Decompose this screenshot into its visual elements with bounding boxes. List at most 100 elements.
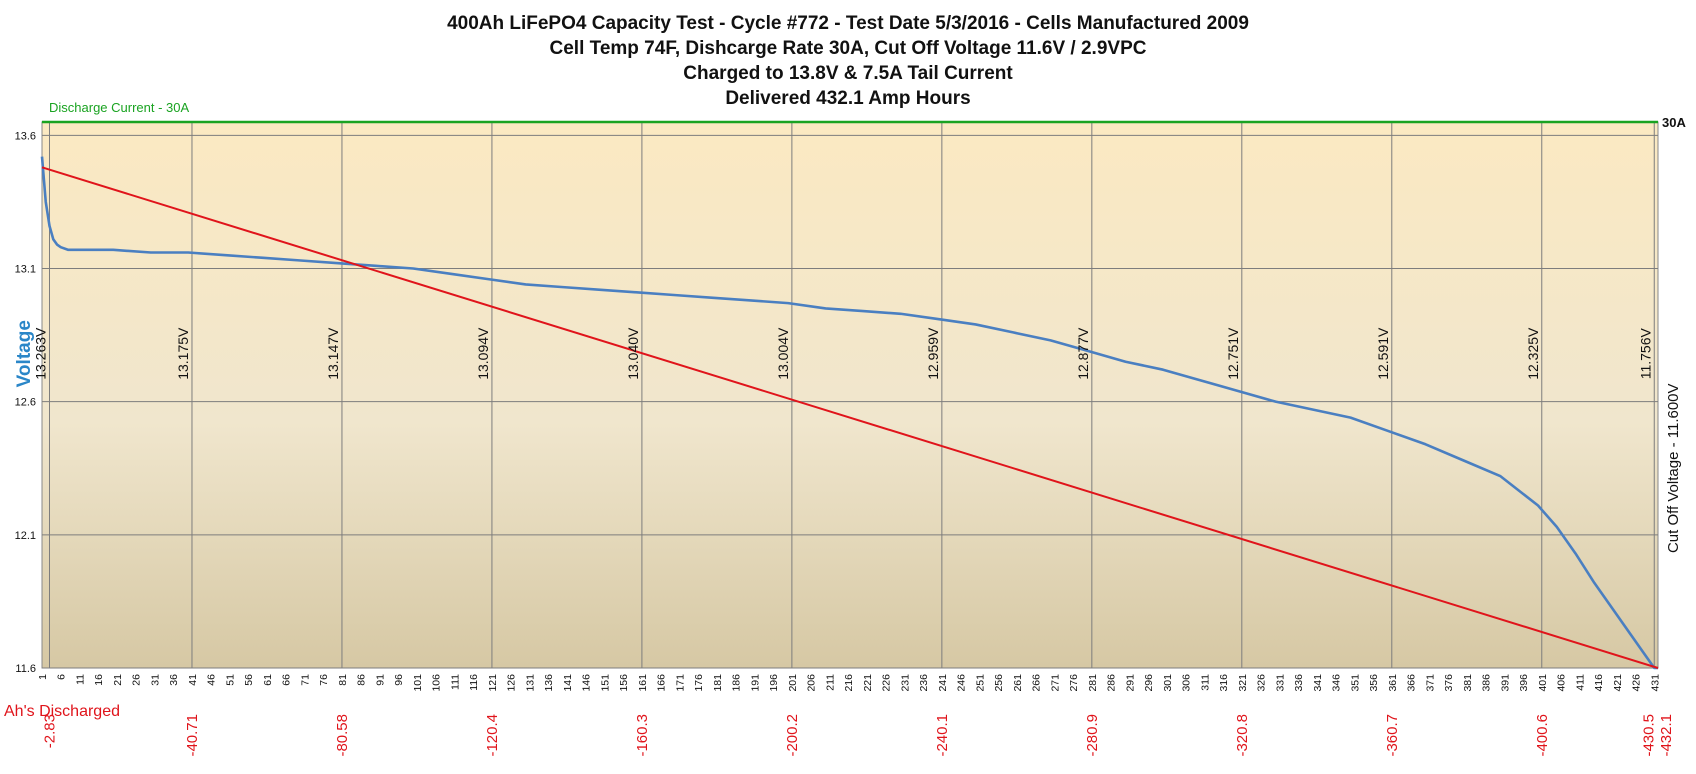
x-tick-label: 261 xyxy=(1012,674,1024,692)
chart-title-line: Delivered 432.1 Amp Hours xyxy=(725,88,970,109)
x-tick-label: 421 xyxy=(1612,674,1624,692)
y-tick-label: 13.1 xyxy=(15,263,36,275)
ah-discharged-label: -80.58 xyxy=(334,714,351,757)
voltage-annotation: 12.877V xyxy=(1075,327,1091,380)
x-tick-label: 416 xyxy=(1593,674,1605,692)
x-tick-label: 21 xyxy=(112,674,124,686)
y-axis-label: Voltage xyxy=(14,320,35,387)
voltage-annotation: 11.756V xyxy=(1637,327,1653,379)
x-tick-label: 291 xyxy=(1124,674,1136,692)
x-tick-label: 346 xyxy=(1331,674,1343,692)
x-tick-label: 381 xyxy=(1462,674,1474,692)
x-tick-label: 286 xyxy=(1106,674,1118,692)
x-tick-label: 31 xyxy=(149,674,161,686)
x-tick-label: 176 xyxy=(693,674,705,692)
x-tick-label: 6 xyxy=(56,674,68,680)
voltage-annotation: 13.263V xyxy=(32,327,48,380)
x-tick-label: 76 xyxy=(318,674,330,686)
ah-discharged-label: -40.71 xyxy=(184,714,201,757)
x-tick-label: 126 xyxy=(506,674,518,692)
ah-discharged-label: -320.8 xyxy=(1234,714,1251,757)
x-tick-label: 56 xyxy=(243,674,255,686)
series-lines xyxy=(40,120,1659,670)
x-tick-label: 426 xyxy=(1631,674,1643,692)
plot-area xyxy=(41,121,1659,669)
x-tick-label: 366 xyxy=(1406,674,1418,692)
chart-title-line: Charged to 13.8V & 7.5A Tail Current xyxy=(683,63,1013,84)
x-tick-label: 276 xyxy=(1068,674,1080,692)
x-tick-label: 141 xyxy=(562,674,574,692)
series-line xyxy=(40,156,1658,670)
x-tick-label: 46 xyxy=(206,674,218,686)
x-tick-label: 36 xyxy=(168,674,180,686)
x-tick-label: 226 xyxy=(881,674,893,692)
x-tick-label: 106 xyxy=(431,674,443,692)
ah-discharged-label: -200.2 xyxy=(784,714,801,757)
ah-discharged-label: -2.83 xyxy=(41,714,58,748)
x-tick-label: 96 xyxy=(393,674,405,686)
x-tick-label: 156 xyxy=(618,674,630,692)
y-axis-ticks: 11.6 12.1 12.6 13.1 13.6 xyxy=(15,130,36,675)
x-tick-label: 166 xyxy=(656,674,668,692)
x-tick-label: 336 xyxy=(1293,674,1305,692)
x-tick-label: 206 xyxy=(806,674,818,692)
x-tick-label: 251 xyxy=(974,674,986,692)
x-tick-label: 51 xyxy=(224,674,236,686)
x-tick-label: 256 xyxy=(993,674,1005,692)
x-tick-label: 401 xyxy=(1537,674,1549,692)
x-tick-label: 121 xyxy=(487,674,499,692)
chart-title-line: Cell Temp 74F, Dishcarge Rate 30A, Cut O… xyxy=(550,38,1147,59)
cutoff-voltage-label: Cut Off Voltage - 11.600V xyxy=(1665,383,1682,553)
voltage-annotation: 12.751V xyxy=(1225,327,1241,380)
voltage-annotations: 13.263V 13.175V 13.147V 13.094V 13.040V 13.00… xyxy=(32,327,1653,380)
x-tick-label: 146 xyxy=(581,674,593,692)
ah-discharged-label: -430.5 xyxy=(1640,714,1657,757)
x-tick-label: 66 xyxy=(281,674,293,686)
x-tick-label: 211 xyxy=(824,674,836,691)
current-end-label: 30A xyxy=(1662,115,1686,130)
x-tick-label: 181 xyxy=(712,674,724,692)
x-tick-label: 271 xyxy=(1049,674,1061,692)
x-tick-label: 386 xyxy=(1481,674,1493,692)
x-tick-label: 231 xyxy=(899,674,911,692)
x-tick-label: 361 xyxy=(1387,674,1399,692)
voltage-annotation: 13.004V xyxy=(775,327,791,380)
ah-discharged-label: -240.1 xyxy=(934,714,951,757)
x-tick-label: 71 xyxy=(299,674,311,686)
x-tick-label: 341 xyxy=(1312,674,1324,692)
x-tick-label: 41 xyxy=(187,674,199,686)
x-tick-label: 281 xyxy=(1087,674,1099,692)
x-axis-ticks: 1 6 11 16 21 26 31 36 41 46 51 56 61 66 71 76 81 86 91 96 10… xyxy=(37,674,1661,692)
x-tick-label: 396 xyxy=(1518,674,1530,692)
x-tick-label: 26 xyxy=(131,674,143,686)
x-tick-label: 186 xyxy=(731,674,743,692)
x-tick-label: 216 xyxy=(843,674,855,692)
y-tick-label: 12.1 xyxy=(15,530,36,542)
x-tick-label: 431 xyxy=(1649,674,1661,692)
x-tick-label: 221 xyxy=(862,674,874,692)
x-tick-label: 111 xyxy=(449,674,461,690)
x-tick-label: 131 xyxy=(524,674,536,692)
x-tick-label: 246 xyxy=(956,674,968,692)
x-tick-label: 171 xyxy=(674,674,686,692)
ah-discharged-label: -400.6 xyxy=(1534,714,1551,757)
y-tick-label: 11.6 xyxy=(15,663,36,675)
ah-discharged-label: -120.4 xyxy=(484,714,501,757)
chart-title-block: 400Ah LiFePO4 Capacity Test - Cycle #772… xyxy=(447,13,1249,109)
axis-labels: Discharge Current - 30A 30A Cut Off Voltag… xyxy=(4,100,1686,720)
voltage-annotation: 12.591V xyxy=(1375,327,1391,380)
chart-title-line: 400Ah LiFePO4 Capacity Test - Cycle #772… xyxy=(447,13,1249,34)
x-tick-label: 311 xyxy=(1199,674,1211,691)
x-tick-label: 101 xyxy=(412,674,424,692)
x-tick-label: 151 xyxy=(599,674,611,692)
x-tick-label: 191 xyxy=(749,674,761,692)
x-tick-label: 266 xyxy=(1031,674,1043,692)
voltage-annotation: 13.094V xyxy=(475,327,491,380)
x-tick-label: 91 xyxy=(374,674,386,686)
x-tick-label: 411 xyxy=(1574,674,1586,691)
discharge-current-label: Discharge Current - 30A xyxy=(49,100,189,115)
x-tick-label: 116 xyxy=(468,674,480,691)
x-tick-label: 356 xyxy=(1368,674,1380,692)
x-tick-label: 331 xyxy=(1274,674,1286,692)
